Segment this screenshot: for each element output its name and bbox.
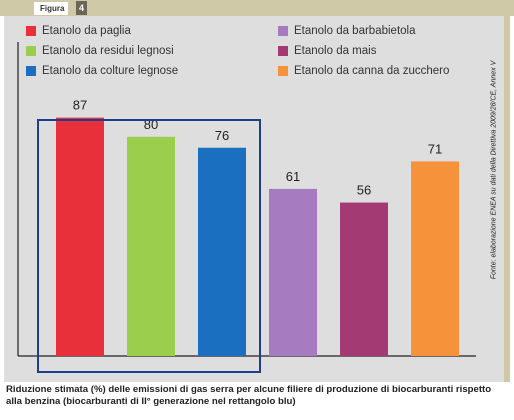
figure-caption: Riduzione stimata (%) delle emissioni di… [6, 384, 492, 407]
legend-swatch [278, 46, 288, 56]
legend-item: Etanolo da canna da zucchero [278, 62, 449, 80]
data-label: 76 [215, 128, 229, 143]
data-label: 56 [357, 183, 371, 198]
chart-legend: Etanolo da paglia Etanolo da residui leg… [26, 22, 466, 82]
panel-side-strip [504, 16, 510, 382]
bar [127, 136, 175, 356]
legend-label: Etanolo da barbabietola [294, 25, 416, 37]
legend-label: Etanolo da mais [294, 45, 377, 57]
legend-item: Etanolo da residui legnosi [26, 42, 174, 60]
bar [411, 161, 459, 356]
figure-number: 4 [76, 1, 87, 15]
legend-label: Etanolo da residui legnosi [42, 45, 174, 57]
legend-label: Etanolo da canna da zucchero [294, 65, 450, 77]
legend-swatch [26, 66, 36, 76]
highlight-box [37, 119, 261, 373]
bar [56, 117, 104, 357]
legend-label: Etanolo da paglia [42, 25, 131, 37]
legend-swatch [278, 66, 288, 76]
figure-header: Figura 4 [0, 0, 514, 16]
legend-swatch [26, 46, 36, 56]
legend-label: Etanolo da colture legnose [42, 65, 179, 77]
legend-item: Etanolo da barbabietola [278, 22, 416, 40]
bar [269, 188, 317, 356]
legend-swatch [26, 26, 36, 36]
legend-swatch [278, 26, 288, 36]
bar [198, 147, 246, 356]
source-note-text: Fonte: elaborazione ENEA su dati della D… [490, 60, 498, 280]
header-bar [0, 0, 514, 16]
data-label: 61 [286, 169, 300, 184]
figure-label: Figura [34, 2, 69, 15]
data-label: 71 [428, 141, 442, 156]
legend-item: Etanolo da mais [278, 42, 376, 60]
legend-item: Etanolo da paglia [26, 22, 131, 40]
legend-item: Etanolo da colture legnose [26, 62, 178, 80]
data-label: 87 [73, 98, 87, 113]
bar [340, 202, 388, 356]
